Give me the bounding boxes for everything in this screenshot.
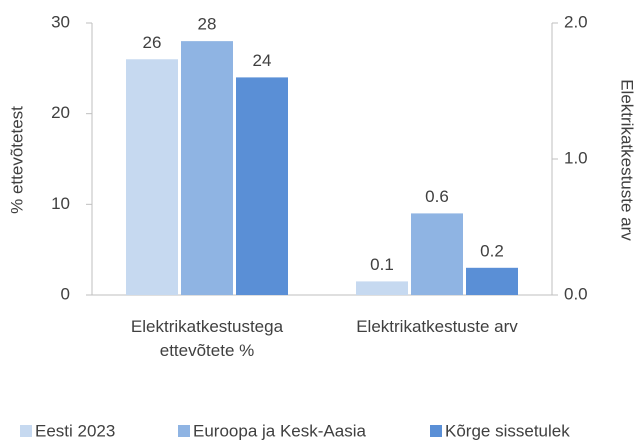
y-tick-label: 0 bbox=[61, 284, 70, 303]
bar bbox=[356, 281, 408, 295]
legend-label: Eesti 2023 bbox=[35, 421, 115, 440]
legend-swatch bbox=[430, 425, 442, 437]
y-tick-label: 10 bbox=[51, 194, 70, 213]
legend-swatch bbox=[178, 425, 190, 437]
value-label: 26 bbox=[143, 33, 162, 52]
bar bbox=[181, 41, 233, 296]
value-label: 0.6 bbox=[425, 187, 449, 206]
y-tick-label: 20 bbox=[51, 103, 70, 122]
value-label: 28 bbox=[198, 15, 217, 34]
value-label: 0.1 bbox=[370, 255, 394, 274]
legend-label: Euroopa ja Kesk-Aasia bbox=[193, 421, 366, 440]
y-tick-label: 30 bbox=[51, 12, 70, 31]
bar bbox=[411, 213, 463, 295]
bar bbox=[466, 267, 518, 295]
y2-tick-label: 2.0 bbox=[564, 12, 588, 31]
bar bbox=[126, 59, 178, 296]
y-axis-label: % ettevõtetest bbox=[7, 106, 26, 214]
value-label: 0.2 bbox=[480, 241, 504, 260]
x-tick-label: Elektrikatkestuste arv bbox=[356, 317, 518, 336]
legend-swatch bbox=[20, 425, 32, 437]
y2-tick-label: 0.0 bbox=[564, 284, 588, 303]
x-tick-label: Elektrikatkestustega ettevõtete % bbox=[130, 317, 284, 360]
y2-axis-label: Elektrikatkestuste arv bbox=[618, 79, 637, 241]
value-label: 24 bbox=[253, 51, 272, 70]
legend-label: Kõrge sissetulek bbox=[445, 421, 570, 440]
y2-tick-label: 1.0 bbox=[564, 148, 588, 167]
bar bbox=[236, 77, 288, 296]
